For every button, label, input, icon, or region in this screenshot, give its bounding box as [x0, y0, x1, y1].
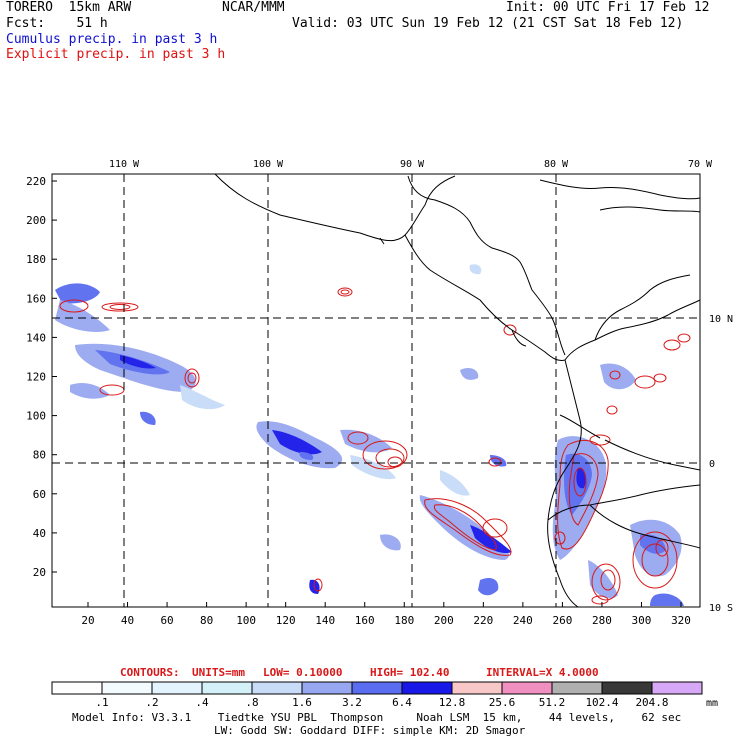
colorbar-label: 6.4: [392, 696, 412, 709]
longitude-labels: 110 W 100 W 90 W 80 W 70 W: [109, 159, 713, 170]
lon-label: 70 W: [688, 159, 713, 170]
x-tick-label: 160: [355, 614, 375, 627]
colorbar-swatch: [251, 681, 303, 695]
lon-label: 90 W: [400, 159, 425, 170]
colorbar-unit: mm: [706, 698, 718, 709]
lat-label: 10 S: [709, 603, 733, 614]
colorbar-label: 1.6: [292, 696, 312, 709]
lon-label: 110 W: [109, 159, 140, 170]
x-tick-label: 140: [315, 614, 335, 627]
field-label-explicit: Explicit precip. in past 3 h: [6, 47, 226, 62]
y-tick-label: 180: [26, 253, 46, 266]
x-tick-label: 20: [81, 614, 94, 627]
lon-label: 100 W: [253, 159, 284, 170]
x-tick-label: 40: [121, 614, 134, 627]
colorbar-swatch: [51, 681, 103, 695]
forecast-hour: Fcst: 51 h: [6, 16, 108, 31]
contour-info: CONTOURS: UNITS=mm LOW= 0.10000 HIGH= 10…: [0, 666, 740, 680]
lat-label: 0: [709, 459, 715, 470]
y-tick-label: 80: [33, 449, 46, 462]
x-tick-label: 300: [632, 614, 652, 627]
x-tick-label: 280: [592, 614, 612, 627]
y-tick-label: 20: [33, 566, 46, 579]
physics-info: LW: Godd SW: Goddard DIFF: simple KM: 2D…: [214, 724, 526, 737]
colorbar-label: 102.4: [585, 696, 618, 709]
y-tick-label: 120: [26, 371, 46, 384]
x-tick-label: 100: [236, 614, 256, 627]
contour-high: HIGH= 102.40: [370, 666, 450, 679]
x-tick-label: 220: [473, 614, 493, 627]
x-tick-label: 320: [671, 614, 691, 627]
colorbar-swatch: [351, 681, 403, 695]
y-tick-label: 60: [33, 488, 46, 501]
lon-label: 80 W: [544, 159, 569, 170]
init-time: Init: 00 UTC Fri 17 Feb 12: [506, 0, 710, 15]
x-tick-label: 240: [513, 614, 533, 627]
x-axis-ticks: 20 40 60 80 100 120 140 160 180 200 220 240 260 280 30…: [81, 602, 691, 627]
colorbar-label: .1: [95, 696, 108, 709]
colorbar-label: .4: [195, 696, 209, 709]
lat-label: 10 N: [709, 314, 733, 325]
cumulus-precip-shading: [55, 264, 684, 606]
colorbar-swatch: [651, 681, 703, 695]
colorbar-swatch: [601, 681, 653, 695]
colorbar-label: 204.8: [635, 696, 668, 709]
y-tick-label: 100: [26, 410, 46, 423]
coastlines: [214, 173, 701, 608]
colorbar-swatch: [101, 681, 153, 695]
colorbar-swatch: [201, 681, 253, 695]
explicit-precip-contours: [59, 287, 691, 605]
colorbar-label: .2: [145, 696, 158, 709]
latitude-labels: 10 N 0 10 S: [709, 314, 733, 614]
contour-title: CONTOURS:: [120, 666, 180, 679]
colorbar-label: .8: [245, 696, 258, 709]
colorbar-label: 12.8: [439, 696, 466, 709]
x-tick-label: 120: [276, 614, 296, 627]
map-frame: [51, 173, 701, 608]
model-info: Model Info: V3.3.1 Tiedtke YSU PBL Thomp…: [72, 711, 682, 724]
y-axis-ticks: 20 40 60 80 100 120 140 160 180 200 220: [26, 175, 57, 579]
y-tick-label: 160: [26, 292, 46, 305]
lat-lon-grid: [52, 174, 700, 607]
contour-interval: INTERVAL=X 4.0000: [486, 666, 599, 679]
y-tick-label: 200: [26, 214, 46, 227]
model-name: TORERO 15km ARW: [6, 0, 132, 15]
x-tick-label: 80: [200, 614, 213, 627]
contour-low: LOW= 0.10000: [263, 666, 343, 679]
colorbar-swatch: [551, 681, 603, 695]
colorbar: .1 .2 .4 .8 1.6 3.2 6.4 12.8 25.6 51.2 102.4 204.8 m…: [51, 681, 718, 709]
colorbar-swatch: [301, 681, 353, 695]
colorbar-label: 51.2: [539, 696, 566, 709]
colorbar-swatch: [501, 681, 553, 695]
x-tick-label: 60: [160, 614, 173, 627]
x-tick-label: 260: [552, 614, 572, 627]
y-tick-label: 140: [26, 331, 46, 344]
valid-time: Valid: 03 UTC Sun 19 Feb 12 (21 CST Sat …: [292, 16, 684, 31]
colorbar-swatch: [401, 681, 453, 695]
colorbar-label: 25.6: [489, 696, 516, 709]
y-tick-label: 220: [26, 175, 46, 188]
colorbar-swatch: [451, 681, 503, 695]
org-label: NCAR/MMM: [222, 0, 285, 15]
colorbar-swatch: [151, 681, 203, 695]
x-tick-label: 180: [394, 614, 414, 627]
x-tick-label: 200: [434, 614, 454, 627]
field-label-cumulus: Cumulus precip. in past 3 h: [6, 32, 218, 47]
y-tick-label: 40: [33, 527, 46, 540]
colorbar-label: 3.2: [342, 696, 362, 709]
contour-units: UNITS=mm: [192, 666, 245, 679]
